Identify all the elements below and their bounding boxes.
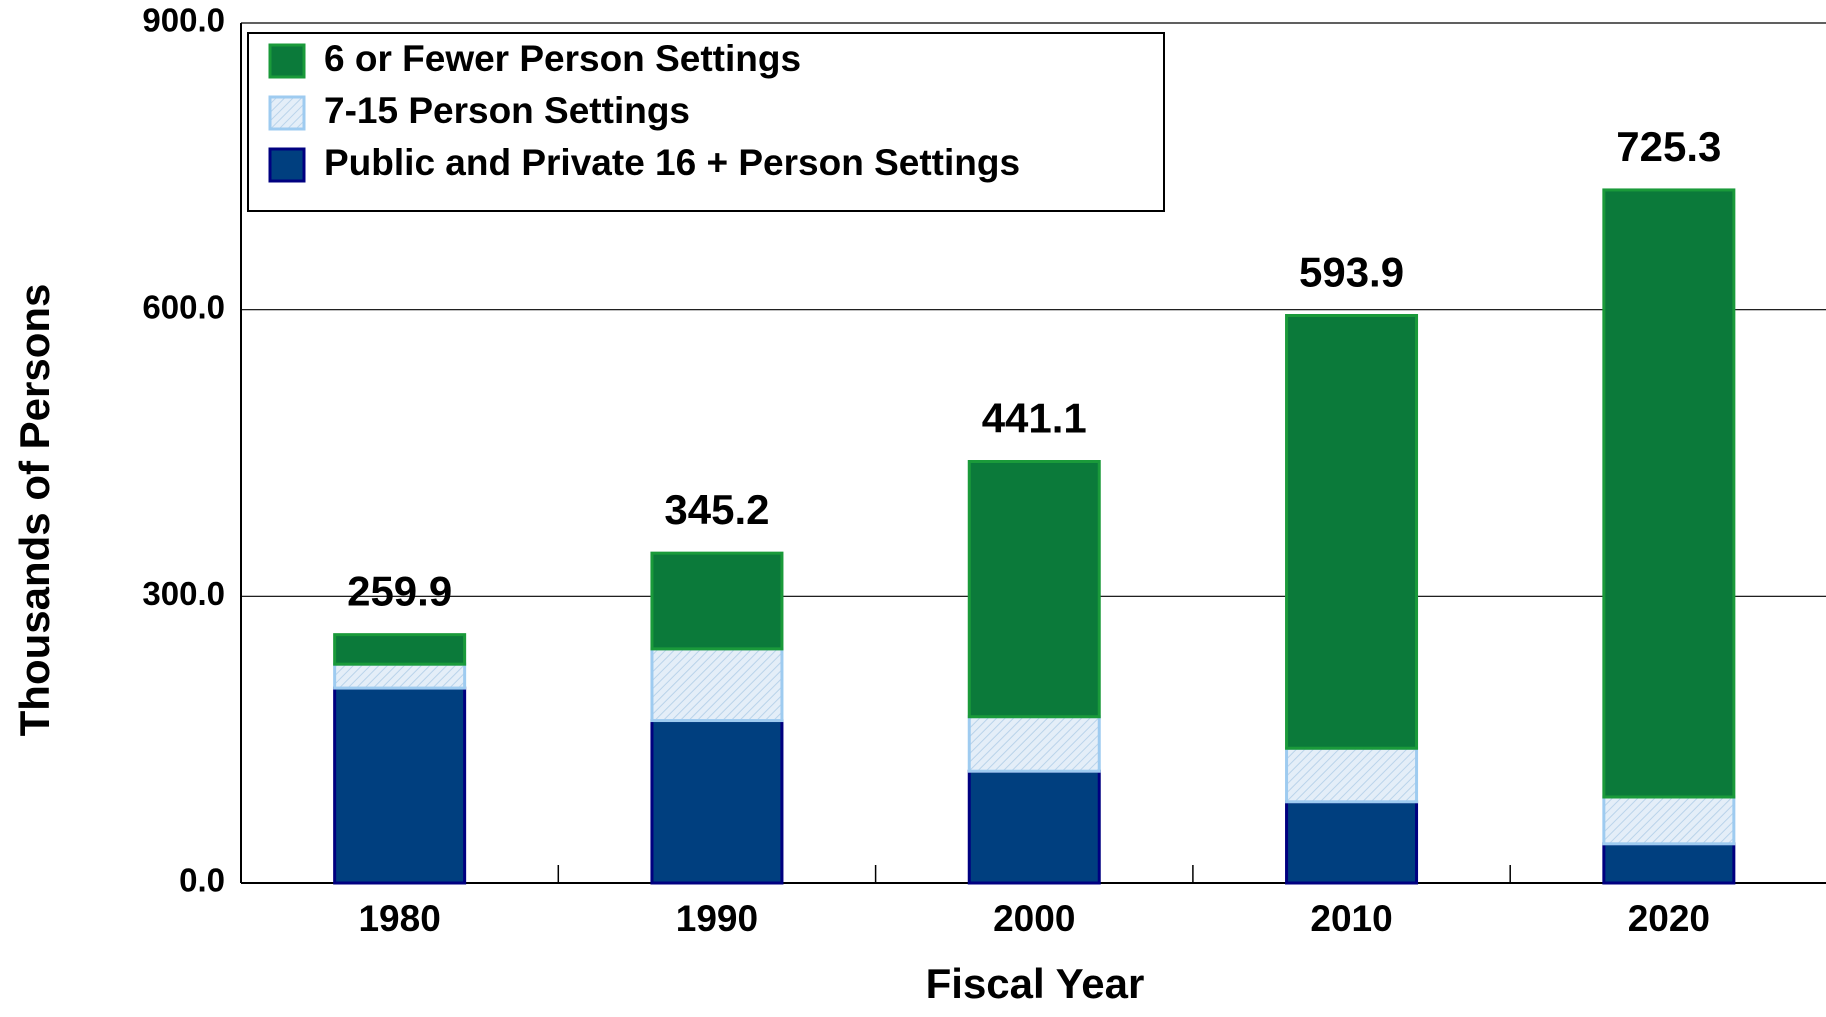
x-tick-label: 2000 <box>993 898 1075 939</box>
value-label: 441.1 <box>982 395 1087 442</box>
y-axis-title: Thousands of Persons <box>11 284 58 737</box>
bar-segment <box>1602 842 1736 885</box>
x-tick-label: 2010 <box>1310 898 1392 939</box>
bar-segment <box>333 633 467 666</box>
legend-label: 6 or Fewer Person Settings <box>324 38 801 79</box>
bar-segment <box>333 686 467 885</box>
bar-segment <box>1285 313 1419 750</box>
bar-segment <box>1602 795 1736 846</box>
bar-segment <box>967 769 1101 885</box>
bar-segment <box>333 662 467 690</box>
x-tick-label: 1990 <box>676 898 758 939</box>
value-label: 725.3 <box>1616 123 1721 170</box>
value-label: 345.2 <box>664 486 769 533</box>
y-tick-label: 0.0 <box>179 862 225 899</box>
legend-swatch <box>268 147 306 183</box>
y-tick-label: 300.0 <box>142 575 225 612</box>
x-tick-label: 2020 <box>1628 898 1710 939</box>
legend-swatch <box>268 43 306 79</box>
y-tick-label: 600.0 <box>142 288 225 325</box>
legend-swatch <box>268 95 306 131</box>
bar-segment <box>967 715 1101 773</box>
legend-label: Public and Private 16 + Person Settings <box>324 142 1020 183</box>
x-axis-title: Fiscal Year <box>926 960 1145 1007</box>
bar-segment <box>1602 188 1736 799</box>
bar-segment <box>967 460 1101 719</box>
bar-segment <box>650 719 784 885</box>
bar-segment <box>1285 800 1419 885</box>
y-tick-label: 900.0 <box>142 2 225 39</box>
bar-segment <box>1285 746 1419 804</box>
bar-segment <box>650 647 784 723</box>
legend-box <box>247 32 1165 212</box>
legend-label: 7-15 Person Settings <box>324 90 690 131</box>
value-label: 593.9 <box>1299 249 1404 296</box>
value-label: 259.9 <box>347 568 452 615</box>
bar-segment <box>650 551 784 651</box>
x-tick-label: 1980 <box>358 898 440 939</box>
